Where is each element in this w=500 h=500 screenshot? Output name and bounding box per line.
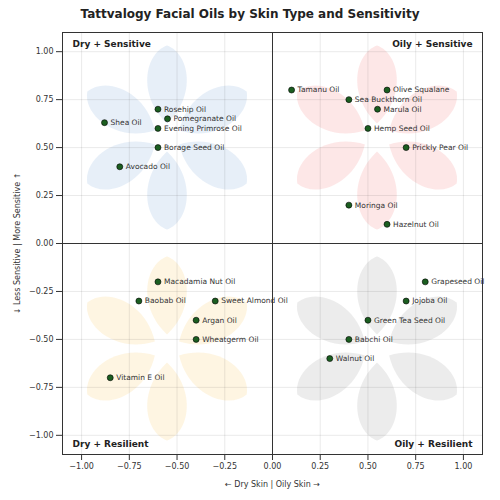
- svg-text:Vitamin E Oil: Vitamin E Oil: [116, 373, 164, 382]
- svg-text:0.00: 0.00: [264, 462, 282, 471]
- svg-text:Walnut Oil: Walnut Oil: [336, 354, 375, 363]
- svg-text:Avocado Oil: Avocado Oil: [126, 162, 170, 171]
- svg-text:Moringa Oil: Moringa Oil: [355, 201, 398, 210]
- svg-text:−0.25: −0.25: [213, 462, 238, 471]
- svg-text:Macadamia Nut Oil: Macadamia Nut Oil: [164, 277, 235, 286]
- svg-text:Pomegranate Oil: Pomegranate Oil: [174, 114, 237, 123]
- svg-text:−0.50: −0.50: [165, 462, 190, 471]
- svg-text:Marula Oil: Marula Oil: [384, 105, 422, 114]
- svg-text:Hemp Seed Oil: Hemp Seed Oil: [374, 124, 430, 133]
- svg-text:← Dry Skin | Oily Skin →: ← Dry Skin | Oily Skin →: [225, 480, 320, 489]
- svg-text:0.25: 0.25: [36, 191, 54, 200]
- svg-text:Olive Squalane: Olive Squalane: [393, 85, 450, 94]
- svg-text:Dry + Sensitive: Dry + Sensitive: [73, 39, 151, 49]
- svg-text:Sweet Almond Oil: Sweet Almond Oil: [221, 296, 288, 305]
- html-text:Tattvalogy Facial Oils by Skin: Tattvalogy Facial Oils by Skin Type and …: [80, 7, 420, 21]
- svg-text:Baobab Oil: Baobab Oil: [145, 296, 186, 305]
- svg-text:Rosehip Oil: Rosehip Oil: [164, 105, 206, 114]
- svg-text:Borage Seed Oil: Borage Seed Oil: [164, 143, 224, 152]
- svg-text:Oily + Sensitive: Oily + Sensitive: [392, 39, 472, 49]
- svg-text:−1.00: −1.00: [69, 462, 94, 471]
- svg-text:Jojoba Oil: Jojoba Oil: [411, 296, 447, 305]
- svg-text:Argan Oil: Argan Oil: [202, 316, 237, 325]
- svg-text:−0.25: −0.25: [29, 287, 54, 296]
- svg-text:Oily + Resilient: Oily + Resilient: [395, 439, 474, 449]
- svg-text:0.00: 0.00: [36, 239, 54, 248]
- svg-text:Grapeseed Oil: Grapeseed Oil: [431, 277, 484, 286]
- svg-text:Sea Buckthorn Oil: Sea Buckthorn Oil: [355, 95, 422, 104]
- svg-text:Prickly Pear Oil: Prickly Pear Oil: [412, 143, 468, 152]
- svg-text:0.50: 0.50: [359, 462, 377, 471]
- svg-text:Hazelnut Oil: Hazelnut Oil: [393, 220, 439, 229]
- svg-text:Tamanu Oil: Tamanu Oil: [297, 85, 340, 94]
- svg-text:0.75: 0.75: [407, 462, 425, 471]
- svg-text:1.00: 1.00: [455, 462, 473, 471]
- svg-text:Shea Oil: Shea Oil: [111, 118, 142, 127]
- svg-text:Wheatgerm Oil: Wheatgerm Oil: [202, 335, 258, 344]
- svg-text:0.75: 0.75: [36, 95, 54, 104]
- svg-text:0.25: 0.25: [311, 462, 329, 471]
- svg-text:−0.50: −0.50: [29, 335, 54, 344]
- svg-text:Evening Primrose Oil: Evening Primrose Oil: [164, 124, 242, 133]
- svg-text:1.00: 1.00: [36, 47, 54, 56]
- svg-text:Dry + Resilient: Dry + Resilient: [73, 439, 150, 449]
- svg-text:Green Tea Seed Oil: Green Tea Seed Oil: [374, 316, 445, 325]
- svg-text:Babchi Oil: Babchi Oil: [355, 335, 393, 344]
- svg-text:−1.00: −1.00: [29, 431, 54, 440]
- svg-text:−0.75: −0.75: [29, 383, 54, 392]
- svg-text:−0.75: −0.75: [117, 462, 142, 471]
- svg-text:0.50: 0.50: [36, 143, 54, 152]
- svg-text:↓ Less Sensitive | More Sensit: ↓ Less Sensitive | More Sensitive ↑: [13, 173, 22, 315]
